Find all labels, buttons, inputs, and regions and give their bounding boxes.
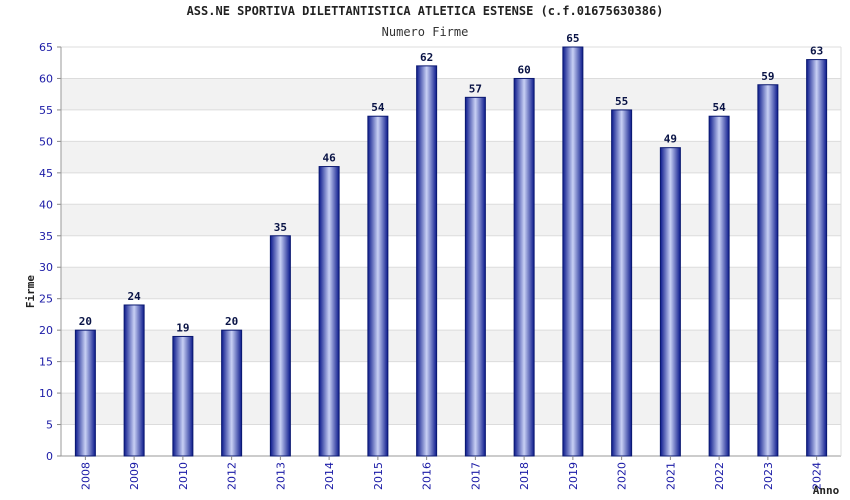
- x-tick-label: 2020: [616, 462, 629, 490]
- data-label: 54: [713, 101, 727, 114]
- bar-2019: [562, 46, 584, 457]
- y-tick-labels: 0 5 10 15 20 25 30 35 40 45 50 55 60 65: [39, 41, 53, 463]
- data-label: 20: [79, 315, 92, 328]
- chart-title: ASS.NE SPORTIVA DILETTANTISTICA ATLETICA…: [186, 4, 664, 18]
- bar-2014: [318, 166, 340, 457]
- y-tick-label: 65: [39, 41, 53, 54]
- x-tick-label: 2018: [518, 462, 531, 490]
- data-label: 63: [810, 45, 823, 58]
- data-label: 24: [128, 290, 142, 303]
- bar-2016: [416, 65, 438, 457]
- bar-2024: [806, 59, 828, 457]
- data-label: 60: [518, 63, 531, 76]
- y-tick-label: 30: [39, 261, 53, 274]
- data-label: 46: [323, 152, 337, 165]
- x-tick-label: 2009: [128, 462, 141, 490]
- x-tick-label: 2016: [421, 462, 434, 490]
- y-tick-label: 5: [46, 419, 53, 432]
- bar-2017: [464, 96, 486, 457]
- data-label: 59: [761, 70, 774, 83]
- data-labels: 20 24 19 20 35 46 54 62 57 60 65 55 49 54 59 63: [79, 32, 824, 334]
- x-axis-label: Anno: [813, 484, 840, 497]
- y-tick-label: 40: [39, 198, 53, 211]
- x-tick-label: 2014: [323, 462, 336, 490]
- bar-2010: [172, 335, 194, 457]
- x-tick-label: 2024: [811, 462, 824, 490]
- bar-2020: [611, 109, 633, 457]
- data-label: 35: [274, 221, 287, 234]
- y-tick-label: 10: [39, 387, 53, 400]
- x-tick-label: 2023: [762, 462, 775, 490]
- x-tick-label: 2019: [567, 462, 580, 490]
- x-tick-labels: 2008 2009 2010 2012 2013 2014 2015 2016 2017 2018…: [79, 456, 824, 490]
- data-label: 19: [176, 321, 189, 334]
- y-tick-label: 15: [39, 356, 53, 369]
- y-tick-label: 60: [39, 72, 53, 85]
- y-tick-label: 25: [39, 293, 53, 306]
- bar-2008: [74, 329, 96, 457]
- x-tick-label: 2010: [177, 462, 190, 490]
- bar-2015: [367, 115, 389, 457]
- y-tick-label: 45: [39, 167, 53, 180]
- bar-2022: [708, 115, 730, 457]
- y-tick-label: 0: [46, 450, 53, 463]
- data-label: 54: [371, 101, 385, 114]
- bars: [74, 46, 828, 457]
- data-label: 55: [615, 95, 628, 108]
- bar-2023: [757, 84, 779, 457]
- data-label: 57: [469, 82, 482, 95]
- x-tick-label: 2022: [713, 462, 726, 490]
- bar-2012: [221, 329, 243, 457]
- y-axis-label: Firme: [24, 275, 37, 308]
- bar-2009: [123, 304, 145, 457]
- data-label: 65: [566, 32, 579, 45]
- bar-2021: [659, 147, 681, 457]
- chart-subtitle: Numero Firme: [381, 25, 469, 39]
- x-tick-label: 2013: [274, 462, 287, 490]
- data-label: 20: [225, 315, 238, 328]
- y-tick-label: 20: [39, 324, 53, 337]
- bar-2018: [513, 77, 535, 457]
- x-tick-label: 2008: [79, 462, 92, 490]
- x-tick-label: 2021: [664, 462, 677, 490]
- y-tick-label: 55: [39, 104, 53, 117]
- x-tick-label: 2017: [469, 462, 482, 490]
- bar-2013: [269, 235, 291, 457]
- data-label: 49: [664, 133, 677, 146]
- data-label: 62: [420, 51, 433, 64]
- x-tick-label: 2015: [372, 462, 385, 490]
- x-tick-label: 2012: [226, 462, 239, 490]
- y-tick-label: 50: [39, 135, 53, 148]
- grid-band: [61, 78, 841, 110]
- y-tick-label: 35: [39, 230, 53, 243]
